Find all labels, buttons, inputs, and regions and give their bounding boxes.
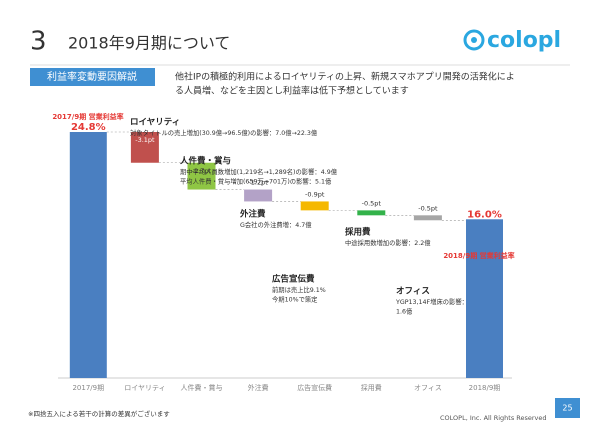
- annotation-line: 今期10%で策定: [272, 295, 318, 304]
- logo-icon-dot: [471, 37, 477, 43]
- logo-icon: [463, 29, 485, 51]
- page-number-box: [555, 398, 580, 418]
- annotation-title: ロイヤリティ: [130, 118, 180, 128]
- bar: [69, 132, 107, 378]
- annotation-title: オフィス: [396, 287, 430, 297]
- annotation-title: 採用費: [345, 227, 371, 238]
- annotation-line: 平均人件費・賞与増加(659万→701万)の影響：5.1億: [180, 177, 332, 186]
- bar: [300, 201, 329, 211]
- footnote: ※四捨五入による若干の計算の差異がございます: [28, 409, 170, 418]
- x-tick-label: ロイヤリティ: [124, 384, 165, 392]
- value-label: -0.5pt: [418, 204, 438, 212]
- summary-line: る人員増、などを主因とし利益率は低下予想としています: [175, 85, 409, 97]
- section-label: 利益率変動要因解説: [47, 70, 137, 83]
- value-label: -3.1pt: [135, 136, 155, 144]
- annotation-line: G会社の外注費増：4.7億: [240, 220, 312, 229]
- annotation-title: 2017/9期 営業利益率: [52, 112, 123, 121]
- annotation-title: 2018/9期 営業利益率: [443, 251, 514, 260]
- annotation-line: 中途採用数増加の影響：2.2億: [345, 238, 431, 247]
- slide-title: 2018年9月期について: [68, 34, 230, 53]
- bar: [130, 132, 159, 163]
- value-label: -0.5pt: [362, 199, 382, 207]
- value-label: -1.2pt: [248, 179, 268, 187]
- x-tick-label: 広告宣伝費: [297, 383, 332, 392]
- x-tick-label: 人件費・賞与: [181, 383, 223, 392]
- logo-text: colopl: [487, 28, 561, 53]
- value-label: 16.0%: [467, 209, 502, 220]
- slide-number: 3: [30, 27, 47, 57]
- bar: [413, 215, 442, 221]
- logo: colopl: [463, 28, 561, 53]
- annotation-line: 前期は売上比9.1%: [272, 285, 326, 294]
- annotation-title: 外注費: [239, 209, 266, 220]
- x-tick-label: 外注費: [248, 383, 269, 392]
- bar: [466, 219, 503, 378]
- bar: [187, 162, 216, 190]
- annotation-line: 対象タイトルの売上増加(30.9億→96.5億)の影響：7.0億→22.3億: [130, 128, 318, 137]
- value-label: -2.7pt: [192, 167, 212, 175]
- section-label-box: [30, 68, 155, 86]
- copyright: COLOPL, Inc. All Rights Reserved: [440, 414, 547, 422]
- annotation-line: 期中平均人員数増加(1,219名→1,289名)の影響：4.9億: [180, 167, 338, 176]
- summary-line: 他社IPの積極的利用によるロイヤリティの上昇、新規スマホアプリ開発の活発化によ: [175, 71, 515, 83]
- annotation-title: 広告宣伝費: [272, 274, 315, 285]
- annotation-title: 人件費・賞与: [180, 156, 231, 167]
- x-tick-label: 2017/9期: [72, 384, 104, 392]
- bar: [244, 189, 273, 202]
- x-tick-label: 採用費: [361, 383, 382, 392]
- annotation-line: YGP13,14F増床の影響：: [395, 297, 468, 306]
- page-number: 25: [562, 404, 572, 413]
- bar: [357, 210, 386, 216]
- value-label: 24.8%: [71, 122, 106, 133]
- value-label: -0.9pt: [305, 190, 325, 198]
- annotation-line: 1.6億: [396, 307, 413, 316]
- x-tick-label: 2018/9期: [469, 384, 501, 392]
- x-tick-label: オフィス: [414, 384, 442, 392]
